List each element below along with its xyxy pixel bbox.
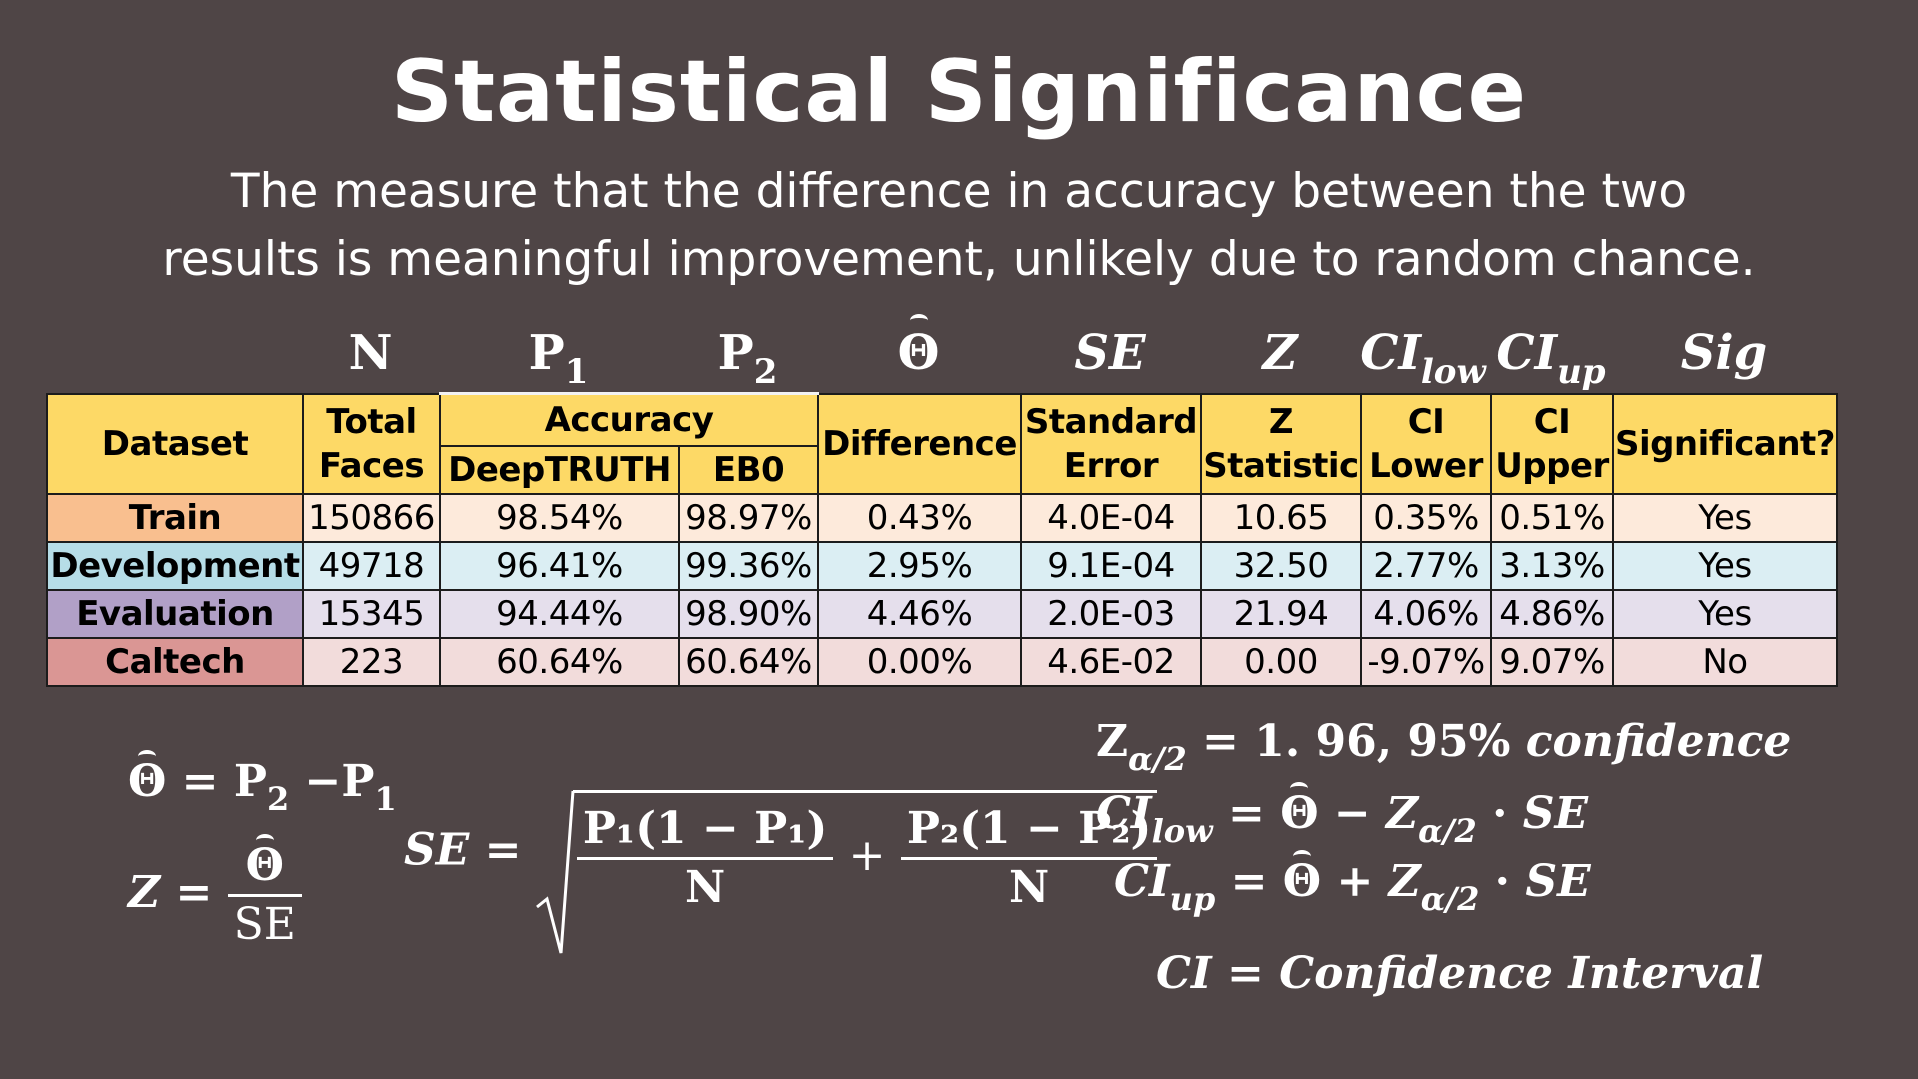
symbol-se: SE <box>1074 325 1146 381</box>
header-deeptruth: DeepTRUTH <box>439 444 680 495</box>
subtitle-line-2: results is meaningful improvement, unlik… <box>162 232 1756 287</box>
cell-dataset: Train <box>46 492 304 543</box>
symbol-sig: Sig <box>1680 325 1768 381</box>
cell-z-statistic: 32.50 <box>1200 540 1362 591</box>
cell-difference: 4.46% <box>817 588 1022 639</box>
radical-sign-icon <box>535 790 575 954</box>
square-root: P₁(1 − P₁) N + P₂(1 − P₂) N <box>535 790 1158 954</box>
cell-ci-lower: -9.07% <box>1360 636 1492 687</box>
formula-standard-error: SE = P₁(1 − P₁) N + P₂(1 − P₂) N <box>404 790 1158 954</box>
symbol-ci-up: CIup <box>1496 325 1606 392</box>
formula-ci-up: CIup = Θ + Zα/2 · SE <box>1114 856 1591 918</box>
slide-subtitle: The measure that the difference in accur… <box>0 158 1918 294</box>
table-row: Evaluation 15345 94.44% 98.90% 4.46% 2.0… <box>46 588 1838 639</box>
header-difference: Difference <box>817 392 1022 495</box>
symbol-p1: P1 <box>528 325 589 392</box>
cell-total-faces: 150866 <box>302 492 441 543</box>
header-ebo: EB0 <box>678 444 819 495</box>
cell-z-statistic: 0.00 <box>1200 636 1362 687</box>
subtitle-line-1: The measure that the difference in accur… <box>230 164 1688 219</box>
cell-dataset: Development <box>46 540 304 591</box>
cell-deeptruth: 94.44% <box>439 588 680 639</box>
table-row: Caltech 223 60.64% 60.64% 0.00% 4.6E-02 … <box>46 636 1838 687</box>
cell-total-faces: 223 <box>302 636 441 687</box>
table-row: Development 49718 96.41% 99.36% 2.95% 9.… <box>46 540 1838 591</box>
header-ci-upper: CI Upper <box>1490 392 1614 495</box>
cell-dataset: Evaluation <box>46 588 304 639</box>
cell-significant: No <box>1612 636 1838 687</box>
header-ci-lower: CI Lower <box>1360 392 1492 495</box>
cell-ebo: 60.64% <box>678 636 819 687</box>
cell-dataset: Caltech <box>46 636 304 687</box>
cell-significant: Yes <box>1612 588 1838 639</box>
cell-ci-upper: 9.07% <box>1490 636 1614 687</box>
cell-ebo: 98.90% <box>678 588 819 639</box>
cell-significant: Yes <box>1612 492 1838 543</box>
cell-ci-lower: 2.77% <box>1360 540 1492 591</box>
cell-standard-error: 4.0E-04 <box>1020 492 1202 543</box>
formula-theta-definition: Θ = P2 −P1 <box>128 756 397 818</box>
slide-title: Statistical Significance <box>391 42 1527 142</box>
symbol-p2: P2 <box>717 325 778 392</box>
cell-ci-lower: 0.35% <box>1360 492 1492 543</box>
symbol-ci-low: CIlow <box>1360 325 1486 392</box>
cell-ci-upper: 0.51% <box>1490 492 1614 543</box>
table-row: Train 150866 98.54% 98.97% 0.43% 4.0E-04… <box>46 492 1838 543</box>
formula-ci-low: CIlow = Θ − Zα/2 · SE <box>1096 788 1589 850</box>
symbol-n: N <box>348 325 393 381</box>
cell-standard-error: 9.1E-04 <box>1020 540 1202 591</box>
cell-standard-error: 4.6E-02 <box>1020 636 1202 687</box>
symbol-theta-hat: Θ <box>817 318 1020 388</box>
formula-z-definition: Z = Θ SE <box>128 838 302 953</box>
header-dataset: Dataset <box>46 392 304 495</box>
formula-ci-legend: CI = Confidence Interval <box>1156 948 1764 999</box>
header-significant: Significant? <box>1612 392 1838 495</box>
cell-deeptruth: 60.64% <box>439 636 680 687</box>
cell-ci-upper: 3.13% <box>1490 540 1614 591</box>
header-accuracy: Accuracy <box>439 392 819 447</box>
cell-z-statistic: 10.65 <box>1200 492 1362 543</box>
cell-total-faces: 15345 <box>302 588 441 639</box>
header-standard-error: Standard Error <box>1020 392 1202 495</box>
formula-z-alpha: Zα/2 = 1. 96, 95% confidence <box>1096 716 1792 778</box>
header-z-statistic: Z Statistic <box>1200 392 1362 495</box>
significance-table: Dataset Total Faces Accuracy Difference S… <box>46 392 1838 687</box>
cell-standard-error: 2.0E-03 <box>1020 588 1202 639</box>
header-total-faces: Total Faces <box>302 392 441 495</box>
cell-deeptruth: 96.41% <box>439 540 680 591</box>
cell-z-statistic: 21.94 <box>1200 588 1362 639</box>
cell-difference: 2.95% <box>817 540 1022 591</box>
cell-ci-upper: 4.86% <box>1490 588 1614 639</box>
cell-ebo: 99.36% <box>678 540 819 591</box>
symbol-z: Z <box>1262 325 1298 381</box>
cell-ebo: 98.97% <box>678 492 819 543</box>
cell-ci-lower: 4.06% <box>1360 588 1492 639</box>
z-fraction: Θ SE <box>227 838 302 953</box>
cell-difference: 0.43% <box>817 492 1022 543</box>
cell-deeptruth: 98.54% <box>439 492 680 543</box>
cell-total-faces: 49718 <box>302 540 441 591</box>
cell-significant: Yes <box>1612 540 1838 591</box>
cell-difference: 0.00% <box>817 636 1022 687</box>
